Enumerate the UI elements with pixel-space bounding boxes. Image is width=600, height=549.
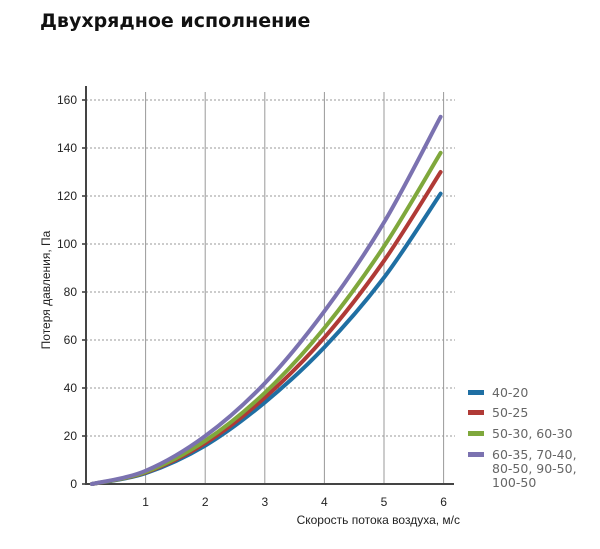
legend-label: 50-25: [492, 405, 528, 420]
legend-label: 80-50, 90-50,: [492, 461, 577, 476]
legend-label: 50-30, 60-30: [492, 426, 573, 441]
series-line-3: [89, 114, 443, 486]
legend-swatch: [468, 410, 484, 415]
legend-swatch: [468, 452, 484, 457]
x-tick-label: 6: [440, 495, 447, 509]
y-tick-label: 160: [57, 93, 77, 107]
legend-label: 100-50: [492, 475, 536, 490]
y-axis-label: Потеря давления, Па: [39, 230, 53, 349]
chart-title: Двухрядное исполнение: [40, 10, 311, 32]
y-tick-label: 120: [57, 189, 77, 203]
legend-label: 40-20: [492, 385, 528, 400]
x-tick-label: 2: [202, 495, 209, 509]
legend-swatch: [468, 390, 484, 395]
x-tick-label: 4: [321, 495, 328, 509]
legend-label: 60-35, 70-40,: [492, 447, 577, 462]
y-tick-label: 60: [64, 333, 78, 347]
y-tick-label: 20: [64, 429, 78, 443]
x-axis-label: Скорость потока воздуха, м/с: [297, 513, 460, 527]
y-tick-label: 100: [57, 237, 77, 251]
series-line-2: [89, 150, 443, 486]
legend-swatch: [468, 431, 484, 436]
y-tick-label: 0: [70, 477, 77, 491]
x-tick-label: 1: [142, 495, 149, 509]
x-tick-label: 5: [381, 495, 388, 509]
y-tick-label: 40: [64, 381, 78, 395]
y-tick-label: 140: [57, 141, 77, 155]
x-tick-label: 3: [261, 495, 268, 509]
y-tick-label: 80: [64, 285, 78, 299]
